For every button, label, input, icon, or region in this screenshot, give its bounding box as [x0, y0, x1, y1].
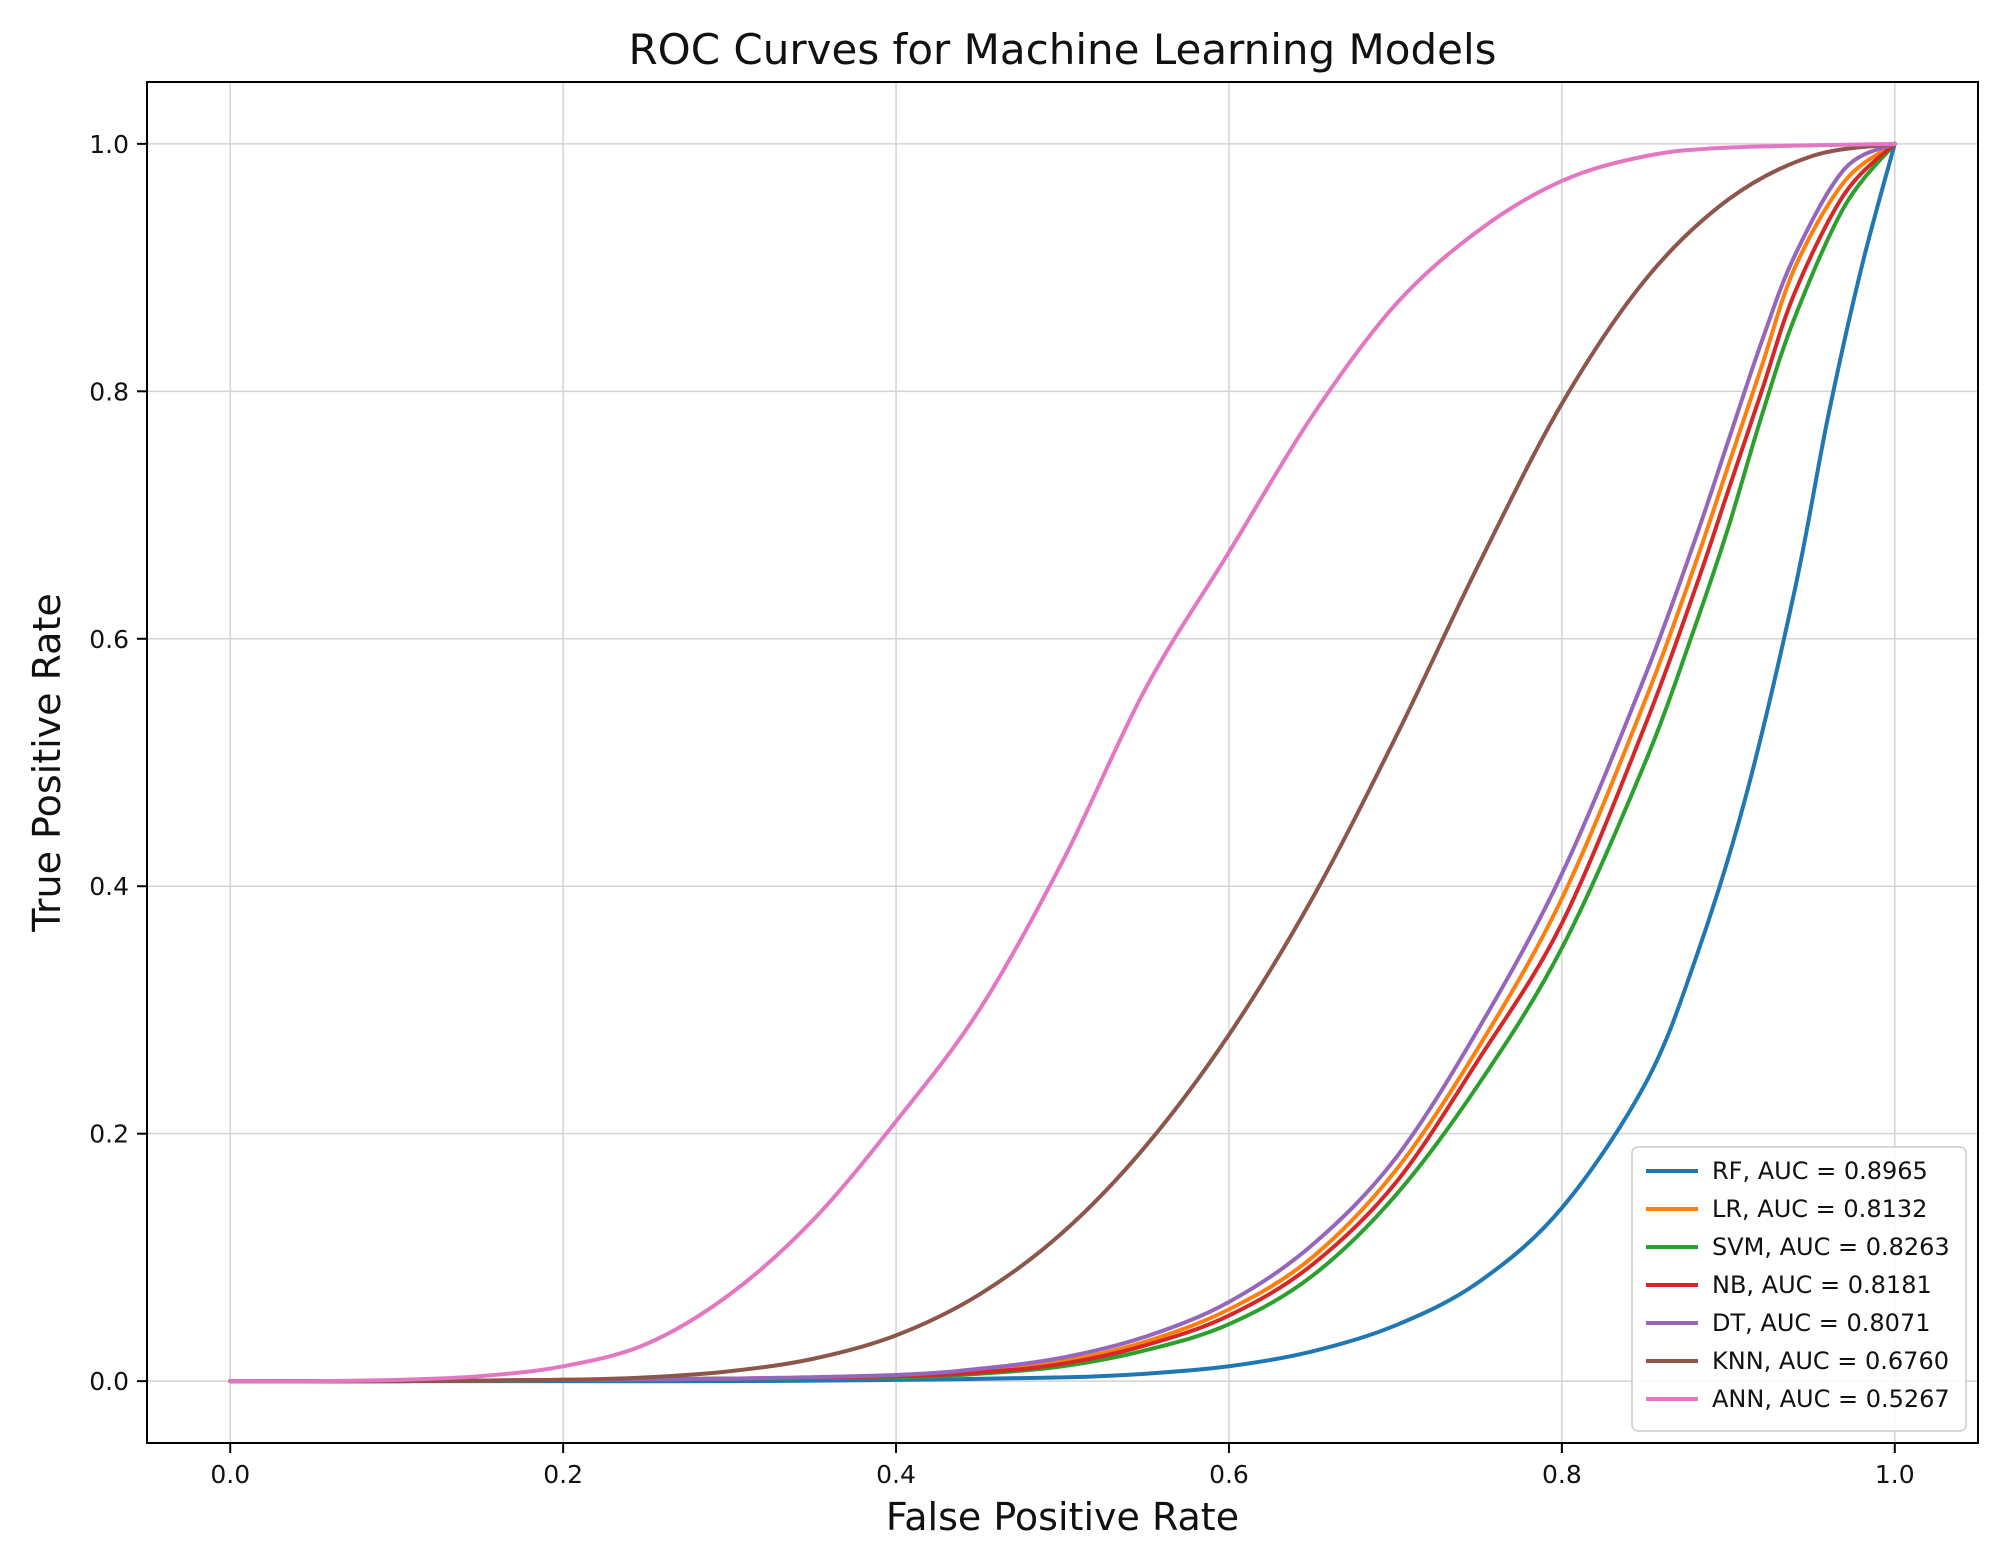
x-tick-label: 0.2: [543, 1460, 583, 1489]
legend-entry-4: DT, AUC = 0.8071: [1712, 1309, 1930, 1337]
x-tick-label: 0.0: [210, 1460, 250, 1489]
series-line-0: [228, 141, 1897, 1384]
series-line-6: [228, 141, 1897, 1384]
x-tick-label: 1.0: [1875, 1460, 1915, 1489]
series-lines: [228, 141, 1897, 1384]
x-tick-label: 0.8: [1542, 1460, 1582, 1489]
series-line-5: [228, 141, 1897, 1384]
y-tick-label: 0.2: [89, 1120, 129, 1149]
legend-entry-6: ANN, AUC = 0.5267: [1712, 1385, 1950, 1413]
legend-box: [1631, 1146, 1967, 1432]
y-tick-label: 0.6: [89, 625, 129, 654]
plot-frame: [146, 81, 1979, 1444]
legend-entry-0: RF, AUC = 0.8965: [1712, 1157, 1928, 1185]
axis-ticks: 0.0 0.2 0.4 0.6 0.8 1.0 0.0 0.2 0.4 0.6 0.8 1.0: [89, 130, 1914, 1489]
series-line-4: [228, 141, 1897, 1384]
chart-title: ROC Curves for Machine Learning Models: [629, 25, 1497, 74]
legend-entry-3: NB, AUC = 0.8181: [1712, 1271, 1932, 1299]
legend-entry-2: SVM, AUC = 0.8263: [1712, 1233, 1950, 1261]
y-tick-label: 0.4: [89, 872, 129, 901]
x-tick-label: 0.6: [1209, 1460, 1249, 1489]
legend: RF, AUC = 0.8965 LR, AUC = 0.8132 SVM, AUC…: [1631, 1146, 1967, 1432]
x-axis-label: False Positive Rate: [886, 1495, 1239, 1539]
y-axis-label: True Positive Rate: [25, 593, 69, 933]
x-tick-label: 0.4: [876, 1460, 916, 1489]
legend-entry-1: LR, AUC = 0.8132: [1712, 1195, 1927, 1223]
y-tick-label: 1.0: [89, 130, 129, 159]
y-tick-label: 0.8: [89, 377, 129, 406]
y-tick-label: 0.0: [89, 1367, 129, 1396]
legend-entry-5: KNN, AUC = 0.6760: [1712, 1347, 1949, 1375]
